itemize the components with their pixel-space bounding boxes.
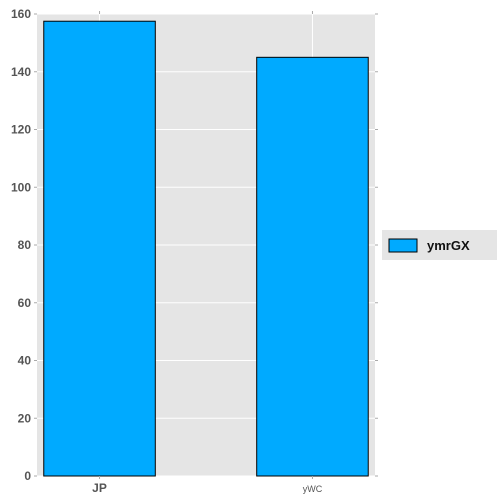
x-tick-label: JP — [92, 481, 107, 495]
y-tick-label: 60 — [18, 296, 32, 310]
bar-ywc — [256, 56, 369, 477]
y-tick-label: 20 — [18, 411, 32, 425]
y-tick-label: 120 — [11, 123, 31, 137]
bar-jp — [43, 20, 156, 477]
y-tick-label: 140 — [11, 65, 31, 79]
y-tick-label: 80 — [18, 238, 32, 252]
legend: ymrGX — [382, 230, 497, 260]
y-tick-label: 100 — [11, 180, 31, 194]
legend-swatch — [388, 238, 418, 253]
y-tick-label: 160 — [11, 7, 31, 21]
legend-label: ymrGX — [427, 238, 470, 253]
y-axis-ticks: 0 20 40 60 80 100 120 140 160 — [11, 7, 378, 483]
x-tick-label: yWC — [303, 484, 323, 494]
y-tick-label: 40 — [18, 354, 32, 368]
x-axis-ticks: JP yWC — [92, 11, 323, 495]
bars — [43, 20, 369, 477]
y-tick-label: 0 — [24, 469, 31, 483]
